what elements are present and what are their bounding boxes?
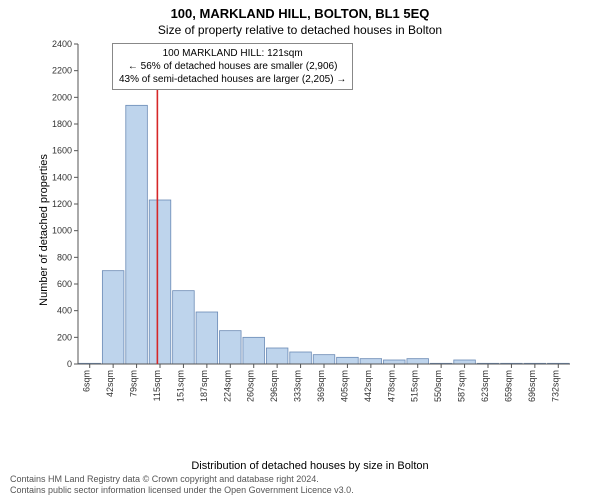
histogram-bar: [126, 105, 148, 364]
svg-text:2400: 2400: [52, 40, 72, 49]
x-axis-label: Distribution of detached houses by size …: [191, 460, 428, 472]
histogram-bar: [173, 291, 195, 364]
svg-text:1000: 1000: [52, 226, 72, 236]
svg-text:600: 600: [57, 279, 72, 289]
svg-text:1200: 1200: [52, 199, 72, 209]
svg-text:2000: 2000: [52, 92, 72, 102]
svg-text:1400: 1400: [52, 172, 72, 182]
x-tick-label: 696sqm: [527, 370, 537, 402]
histogram-bar: [196, 312, 218, 364]
histogram-bar: [313, 355, 335, 364]
svg-text:0: 0: [67, 359, 72, 369]
page-title: 100, MARKLAND HILL, BOLTON, BL1 5EQ: [0, 0, 600, 21]
x-tick-label: 42sqm: [105, 370, 115, 397]
histogram-bar: [407, 359, 429, 364]
histogram-bar: [360, 359, 382, 364]
svg-text:1800: 1800: [52, 119, 72, 129]
annotation-line-3: 43% of semi-detached houses are larger (…: [119, 73, 346, 86]
x-tick-label: 659sqm: [503, 370, 513, 402]
x-tick-label: 151sqm: [175, 370, 185, 402]
x-tick-label: 79sqm: [129, 370, 139, 397]
x-tick-label: 442sqm: [363, 370, 373, 402]
histogram-chart: 0 200 400 600 800 1000 1200 1400 1600 1800 2000 220…: [40, 40, 580, 420]
x-tick-label: 187sqm: [199, 370, 209, 402]
histogram-bar: [454, 360, 476, 364]
svg-text:800: 800: [57, 252, 72, 262]
x-tick-label: 369sqm: [316, 370, 326, 402]
marker-annotation: 100 MARKLAND HILL: 121sqm ← 56% of detac…: [112, 43, 353, 90]
x-tick-label: 405sqm: [339, 370, 349, 402]
x-tick-label: 115sqm: [152, 370, 162, 401]
footer-attribution: Contains HM Land Registry data © Crown c…: [10, 474, 354, 496]
chart-container: Number of detached properties 0 200 400 600…: [40, 40, 580, 420]
histogram-bar: [290, 352, 312, 364]
x-tick-label: 732sqm: [550, 370, 560, 402]
histogram-bar: [220, 331, 242, 364]
histogram-bar: [149, 200, 171, 364]
annotation-line-1: 100 MARKLAND HILL: 121sqm: [119, 47, 346, 60]
x-tick-label: 587sqm: [457, 370, 467, 402]
footer-line-2: Contains public sector information licen…: [10, 485, 354, 496]
x-tick-label: 224sqm: [222, 370, 232, 402]
x-tick-label: 333sqm: [293, 370, 303, 402]
histogram-bar: [384, 360, 406, 364]
svg-text:400: 400: [57, 306, 72, 316]
histogram-bar: [243, 337, 265, 364]
x-tick-label: 515sqm: [410, 370, 420, 402]
x-tick-label: 550sqm: [433, 370, 443, 402]
svg-text:2200: 2200: [52, 66, 72, 76]
y-axis-label: Number of detached properties: [38, 154, 50, 306]
svg-text:1600: 1600: [52, 146, 72, 156]
x-tick-label: 478sqm: [386, 370, 396, 402]
page-subtitle: Size of property relative to detached ho…: [0, 21, 600, 37]
histogram-bar: [337, 357, 359, 364]
footer-line-1: Contains HM Land Registry data © Crown c…: [10, 474, 354, 485]
x-tick-label: 6sqm: [82, 370, 92, 392]
x-tick-label: 260sqm: [246, 370, 256, 402]
histogram-bar: [102, 271, 124, 364]
x-tick-label: 623sqm: [480, 370, 490, 402]
annotation-line-2: ← 56% of detached houses are smaller (2,…: [119, 60, 346, 73]
histogram-bar: [266, 348, 288, 364]
svg-text:200: 200: [57, 332, 72, 342]
x-tick-label: 296sqm: [269, 370, 279, 402]
